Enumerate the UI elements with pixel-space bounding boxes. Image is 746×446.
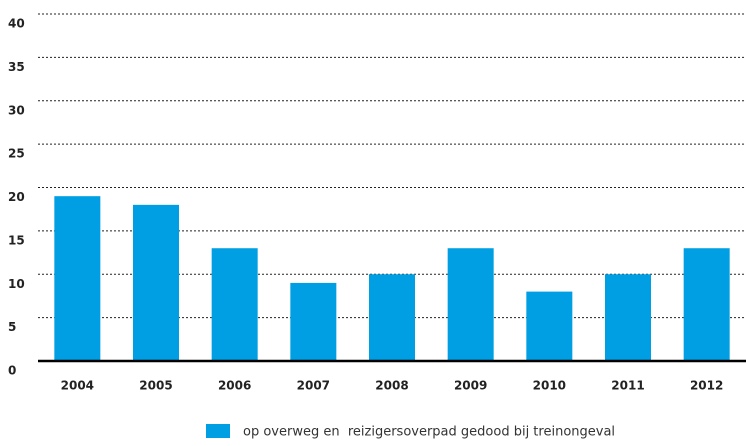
x-tick-label: 2006 bbox=[218, 379, 251, 393]
y-tick-label: 40 bbox=[8, 17, 25, 31]
x-tick-label: 2011 bbox=[611, 379, 644, 393]
y-tick-label: 5 bbox=[8, 320, 16, 334]
y-tick-label: 0 bbox=[8, 364, 16, 378]
bar bbox=[211, 248, 258, 361]
y-tick-label: 10 bbox=[8, 277, 25, 291]
bar bbox=[605, 274, 651, 361]
y-tick-label: 15 bbox=[8, 233, 25, 247]
x-tick-label: 2008 bbox=[375, 379, 408, 393]
bar bbox=[133, 204, 179, 361]
x-tick-label: 2009 bbox=[454, 379, 487, 393]
x-tick-label: 2007 bbox=[297, 379, 330, 393]
y-tick-label: 35 bbox=[8, 60, 25, 74]
bar bbox=[290, 282, 337, 361]
bar bbox=[683, 248, 730, 361]
x-tick-label: 2004 bbox=[61, 379, 94, 393]
y-tick-label: 20 bbox=[8, 190, 25, 204]
bar bbox=[369, 274, 415, 361]
bar bbox=[526, 291, 573, 361]
x-tick-label: 2012 bbox=[690, 379, 723, 393]
bar bbox=[447, 248, 494, 361]
legend-swatch bbox=[206, 424, 230, 438]
legend-label: op overweg en reizigersoverpad gedood bi… bbox=[243, 425, 615, 440]
y-tick-label: 25 bbox=[8, 147, 25, 161]
x-tick-label: 2005 bbox=[139, 379, 172, 393]
y-tick-label: 30 bbox=[8, 103, 25, 117]
bar bbox=[54, 196, 101, 361]
x-tick-label: 2010 bbox=[533, 379, 566, 393]
